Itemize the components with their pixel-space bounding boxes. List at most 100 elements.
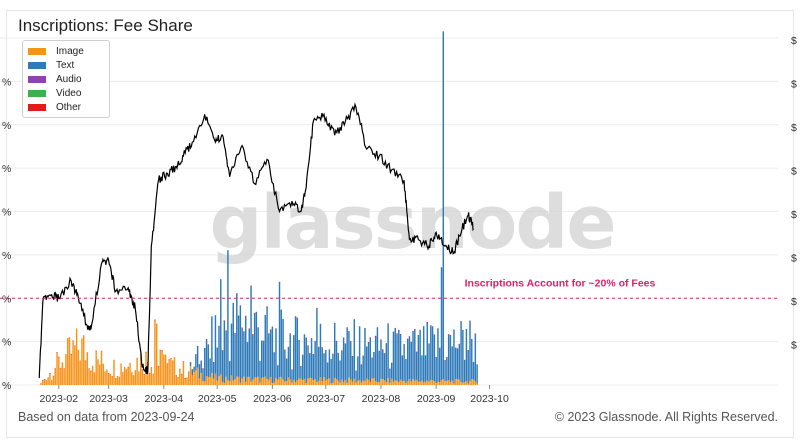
bar-other xyxy=(269,329,272,331)
bar-other xyxy=(257,327,259,328)
bar-text xyxy=(426,322,428,381)
bar-text xyxy=(277,365,279,380)
bar-image xyxy=(325,380,327,385)
bar-image xyxy=(280,376,283,385)
bar-image xyxy=(136,357,138,385)
bar-other xyxy=(65,354,67,356)
bar-image xyxy=(115,378,117,385)
x-tick-label: 2023-09 xyxy=(417,393,456,405)
bar-text xyxy=(341,350,343,380)
bar-text xyxy=(471,339,473,380)
bar-image xyxy=(252,379,254,385)
bar-image xyxy=(442,379,445,385)
bar-text xyxy=(280,309,283,377)
bar-other xyxy=(367,342,370,343)
bar-image xyxy=(469,381,471,385)
bar-image xyxy=(421,380,423,385)
bar-other xyxy=(394,327,396,329)
bar-text xyxy=(463,359,466,383)
bar-image xyxy=(467,383,469,385)
bar-text xyxy=(458,344,461,380)
y-left-tick-label: % xyxy=(2,207,11,219)
bar-image xyxy=(419,381,421,385)
bar-other xyxy=(406,338,409,340)
bar-image xyxy=(159,350,161,385)
bar-text xyxy=(467,350,469,384)
bar-image xyxy=(433,381,436,385)
bar-text xyxy=(221,350,224,382)
bar-image xyxy=(412,379,414,385)
bar-other xyxy=(312,354,315,355)
bar-text xyxy=(456,348,459,380)
bar-image xyxy=(225,376,227,385)
bar-image xyxy=(132,376,135,385)
y-right-tick-label: $ xyxy=(791,35,797,47)
bar-other xyxy=(236,293,238,294)
bar-other xyxy=(307,345,309,347)
legend-swatch-audio xyxy=(28,75,46,83)
bar-image xyxy=(463,382,466,385)
bar-image xyxy=(396,380,398,385)
bar-text xyxy=(321,348,323,382)
bar-other xyxy=(241,327,243,329)
bar-text xyxy=(424,355,427,382)
bar-other xyxy=(435,356,437,358)
bar-text xyxy=(243,331,245,377)
bar-other xyxy=(132,375,135,377)
bar-image xyxy=(309,377,311,385)
bar-image xyxy=(88,369,90,385)
bar-text xyxy=(300,366,302,379)
bar-other xyxy=(218,325,220,327)
bar-other xyxy=(353,319,356,320)
bar-image xyxy=(195,370,197,385)
bar-image xyxy=(353,378,356,385)
bar-text xyxy=(309,353,311,378)
bar-other xyxy=(230,323,233,325)
bar-image xyxy=(154,319,156,385)
bar-other xyxy=(141,369,144,370)
bar-image xyxy=(422,382,425,385)
bar-other xyxy=(344,343,347,344)
bar-text xyxy=(371,357,373,379)
bar-other xyxy=(248,328,250,330)
bar-text xyxy=(389,368,391,383)
bar-image xyxy=(42,380,44,385)
bar-image xyxy=(72,340,74,385)
bar-image xyxy=(179,369,181,385)
bar-other xyxy=(399,333,402,335)
bar-image xyxy=(444,381,446,385)
legend-item-image[interactable]: Image xyxy=(28,44,104,58)
bar-other xyxy=(244,315,247,317)
bar-image xyxy=(410,381,412,385)
y-left-tick-label: % xyxy=(2,120,11,132)
bar-image xyxy=(435,383,437,385)
bar-image xyxy=(104,371,106,385)
bar-image xyxy=(65,354,67,385)
bar-other xyxy=(362,355,364,357)
bar-text xyxy=(369,337,372,382)
bar-image xyxy=(271,383,274,385)
bar-image xyxy=(236,376,238,385)
bar-other xyxy=(175,375,178,376)
bar-other xyxy=(460,321,462,322)
bar-other xyxy=(200,360,202,362)
bar-image xyxy=(118,376,121,385)
bar-text xyxy=(455,347,457,380)
legend-item-audio[interactable]: Audio xyxy=(28,72,104,86)
legend-item-other[interactable]: Other xyxy=(28,100,104,114)
bar-other xyxy=(405,359,407,360)
x-tick-label: 2023-10 xyxy=(470,393,509,405)
legend-item-text[interactable]: Text xyxy=(28,58,104,72)
bar-other xyxy=(61,362,64,364)
bar-image xyxy=(257,376,259,385)
bar-text xyxy=(273,352,275,383)
legend-swatch-image xyxy=(28,47,46,55)
bar-text xyxy=(328,349,331,379)
bar-text xyxy=(230,324,233,376)
bar-other xyxy=(284,349,286,351)
legend-item-video[interactable]: Video xyxy=(28,86,104,100)
bar-image xyxy=(175,375,178,385)
bar-image xyxy=(449,382,452,385)
bar-image xyxy=(221,381,224,385)
bar-image xyxy=(95,350,97,385)
